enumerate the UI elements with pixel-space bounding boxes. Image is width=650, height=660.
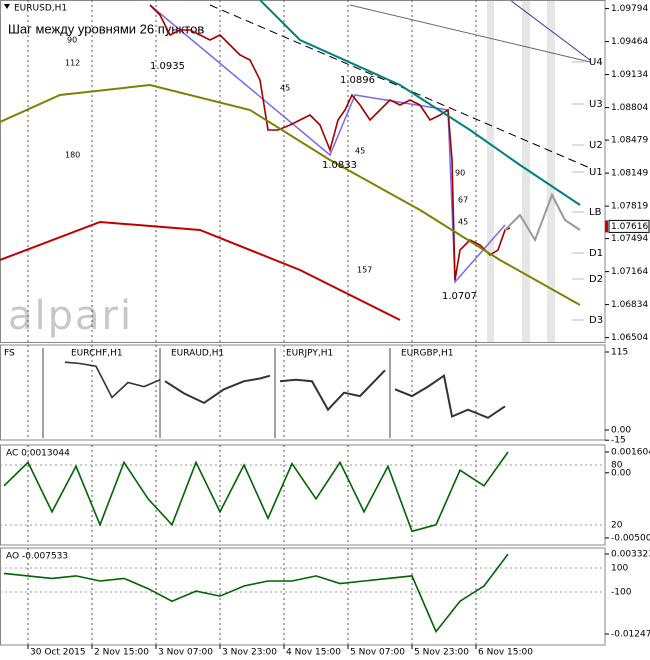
- y-tick-label: 1.08479: [611, 136, 648, 146]
- band: [547, 0, 555, 342]
- bands: [487, 0, 555, 342]
- last-price-box: [608, 219, 650, 233]
- symbol-icon: [4, 4, 10, 9]
- overlay-tick-label: 100: [611, 564, 628, 574]
- overlay-tick-label: 20: [611, 521, 623, 531]
- panel-title: FS: [4, 349, 15, 359]
- series-line: [0, 220, 401, 321]
- y-tick-label: -0.012478: [611, 630, 650, 640]
- series-line: [64, 361, 161, 399]
- watermark: alpari: [8, 293, 133, 339]
- y-tick-label: 1.08804: [611, 103, 648, 113]
- series-name: EURAUD,H1: [171, 349, 224, 359]
- y-tick-label: 1.06504: [611, 333, 648, 343]
- last-price-label: 1.07616: [611, 222, 648, 232]
- panel-frame: [0, 547, 606, 646]
- trend-lines: [149, 0, 591, 284]
- x-tick-label: 3 Nov 23:00: [222, 648, 277, 658]
- y-tick-label: 1.07164: [611, 267, 648, 277]
- panel-frame: [0, 444, 606, 546]
- panel-frame: [0, 344, 606, 441]
- series-line: [504, 192, 581, 243]
- overlay-tick-label: 80: [611, 461, 623, 471]
- series-name: EURJPY,H1: [286, 349, 333, 359]
- series-line: [259, 0, 581, 206]
- annotation: 112: [65, 59, 80, 68]
- annotation: 1.0896: [340, 75, 375, 86]
- annotation: 45: [355, 147, 365, 156]
- series-line: [164, 374, 271, 405]
- level-label: D2: [589, 274, 603, 285]
- fs-separators: [42, 348, 391, 438]
- series-line: [279, 369, 386, 412]
- level-label: U1: [589, 167, 603, 178]
- x-tick-label: 2 Nov 15:00: [94, 648, 149, 658]
- overlay-tick-label: -100: [611, 588, 632, 598]
- last-price-marker: [605, 220, 608, 233]
- x-tick-label: 5 Nov 07:00: [350, 648, 405, 658]
- x-tick-label: 30 Oct 2015: [30, 648, 86, 658]
- x-tick-label: 4 Nov 15:00: [286, 648, 341, 658]
- trend-line: [349, 4, 591, 63]
- y-tick-label: -15: [611, 436, 626, 446]
- y-tick-label: 1.07819: [611, 202, 648, 212]
- series-line: [3, 451, 509, 533]
- wave-line: [149, 4, 506, 284]
- level-label: U3: [589, 99, 603, 110]
- panel-frames: [0, 0, 606, 646]
- trend-line: [209, 4, 591, 169]
- trend-line: [509, 0, 591, 61]
- y-tick-label: 0.003323: [611, 550, 650, 560]
- series-name: EURGBP,H1: [401, 349, 453, 359]
- annotation: 1.0833: [322, 160, 357, 171]
- level-label: U2: [589, 140, 603, 151]
- x-tick-label: 5 Nov 23:00: [414, 648, 469, 658]
- series-name: EURCHF,H1: [71, 349, 123, 359]
- annotation: 1.0935: [150, 61, 185, 72]
- y-tick-label: 0.00: [611, 468, 631, 478]
- y-tick-label: 1.08149: [611, 169, 648, 179]
- band: [487, 0, 494, 342]
- series-line: [149, 4, 511, 281]
- series-line: [0, 83, 581, 306]
- level-label: D1: [589, 248, 603, 259]
- panel-title: AO -0.007533: [6, 552, 68, 562]
- chart-subtitle: Шаг между уровнями 26 пунктов: [8, 21, 204, 36]
- level-label: LB: [589, 207, 602, 218]
- y-tick-label: 1.09464: [611, 37, 648, 47]
- level-label: U4: [589, 57, 603, 68]
- y-tick-label: 0.00: [611, 426, 631, 436]
- y-tick-label: 1.09134: [611, 70, 648, 80]
- annotation: 90: [67, 36, 77, 45]
- panel-title: AC 0.0013044: [6, 449, 70, 459]
- symbol-title: EURUSD,H1: [14, 4, 67, 14]
- series-line: [3, 553, 509, 634]
- annotation: 67: [458, 196, 468, 205]
- level-label: D3: [589, 315, 603, 326]
- y-tick-label: -0.005007: [611, 533, 650, 543]
- annotation: 180: [65, 151, 80, 160]
- x-tick-label: 6 Nov 15:00: [478, 648, 533, 658]
- panel-frame: [0, 0, 606, 343]
- annotation: 1.0707: [442, 291, 477, 302]
- y-tick-label: 1.09794: [611, 4, 648, 14]
- annotation: 45: [280, 84, 290, 93]
- y-tick-label: 1.07494: [611, 234, 648, 244]
- series-line: [394, 374, 506, 419]
- annotation: 45: [458, 218, 468, 227]
- y-tick-label: 1.06834: [611, 300, 648, 310]
- y-tick-label: 115: [611, 347, 628, 357]
- band: [522, 0, 530, 342]
- annotation: 157: [357, 266, 372, 275]
- y-tick-label: 0.001604: [611, 447, 650, 457]
- x-tick-label: 3 Nov 07:00: [158, 648, 213, 658]
- annotation: 90: [455, 169, 465, 178]
